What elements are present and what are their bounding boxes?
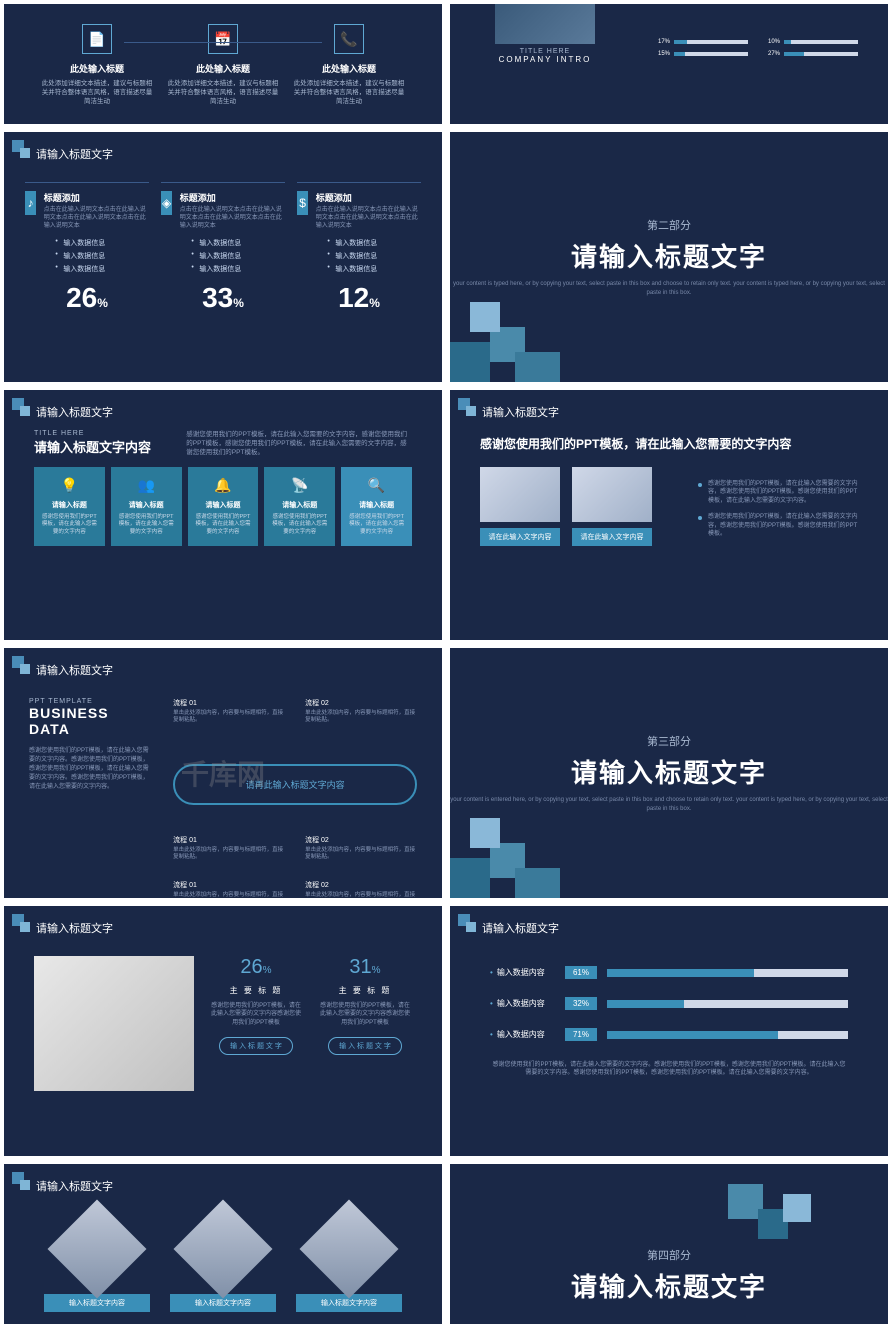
s5-title: 感谢您使用我们的PPT模板，请在此输入您需要的文字内容 (480, 435, 858, 452)
stat-icon: ◈ (161, 191, 171, 215)
feature-icon: 📡 (270, 477, 329, 494)
mini-bar: 15% (658, 51, 748, 57)
slide-diamonds: 请输入标题文字 输入标题文字内容 输入标题文字内容 输入标题文字内容 (4, 1164, 442, 1324)
feature-icon: 🔔 (194, 477, 253, 494)
section-sub: 第三部分 (647, 733, 691, 749)
bullet-item: 感谢您使用我们的PPT模板，请在此输入您需要的文字内容，感谢您使用我们的PPT模… (698, 513, 858, 538)
s5-image-1 (480, 467, 560, 522)
s4-desc: 感谢您使用我们的PPT模板，请在此输入您需要的文字内容，感谢您使用我们的PPT模… (186, 430, 412, 457)
s8-btn-0[interactable]: 输 入 标 题 文 字 (219, 1037, 293, 1055)
caption-main: COMPANY INTRO (490, 55, 600, 64)
slide-boxes: 请输入标题文字 TITLE HERE 请输入标题文字内容 感谢您使用我们的PPT… (4, 390, 442, 640)
slide-company-intro: TITLE HERE COMPANY INTRO 17% 10% 15% 27% (450, 4, 888, 124)
bullet-item: 感谢您使用我们的PPT模板，请在此输入您需要的文字内容，感谢您使用我们的PPT模… (698, 480, 858, 505)
slide-title: 请输入标题文字 (36, 146, 113, 162)
slide-section-2: 第二部分 请输入标题文字 your content is typed here,… (450, 132, 888, 382)
stat-col: ◈标题添加点击在此输入说明文本点击在此输入说明文本点击在此输入说明文本点击在此输… (161, 182, 284, 314)
feature-box: 🔍请输入标题感谢您使用我们的PPT模板，请在此输入您需要的文字内容 (341, 467, 412, 545)
stat-col: $标题添加点击在此输入说明文本点击在此输入说明文本点击在此输入说明文本点击在此输… (297, 182, 420, 314)
slide-images-bullets: 请输入标题文字 感谢您使用我们的PPT模板，请在此输入您需要的文字内容 请在此输… (450, 390, 888, 640)
stat-col: ♪标题添加点击在此输入说明文本点击在此输入说明文本点击在此输入说明文本点击在此输… (25, 182, 148, 314)
s4-title: 请输入标题文字内容 (34, 437, 166, 456)
progress-footer: 感谢您使用我们的PPT模板，请在此输入您需要的文字内容。感谢您使用我们的PPT模… (490, 1061, 848, 1078)
diamond-item-0: 输入标题文字内容 (44, 1214, 150, 1312)
section-main: 请输入标题文字 (571, 237, 767, 274)
slide-progress: 请输入标题文字 输入数据内容61% 输入数据内容32% 输入数据内容71% 感谢您使用… (450, 906, 888, 1156)
stat-icon: ♪ (25, 191, 35, 215)
slide-title: 请输入标题文字 (482, 920, 559, 936)
diamond-image-0 (47, 1200, 146, 1299)
s6-sub: PPT TEMPLATE (29, 698, 153, 705)
slide-stats: 请输入标题文字 ♪标题添加点击在此输入说明文本点击在此输入说明文本点击在此输入说… (4, 132, 442, 382)
progress-row: 输入数据内容61% (490, 966, 848, 979)
slide-section-3: 第三部分 请输入标题文字 your content is entered her… (450, 648, 888, 898)
feature-icon: 👥 (117, 477, 176, 494)
s8-btn-1[interactable]: 输 入 标 题 文 字 (328, 1037, 402, 1055)
stat-icon: $ (297, 191, 307, 215)
section-sub: 第二部分 (647, 217, 691, 233)
s4-sub: TITLE HERE (34, 430, 166, 437)
progress-row: 输入数据内容32% (490, 997, 848, 1010)
feature-icon: 💡 (40, 477, 99, 494)
feature-box: 🔔请输入标题感谢您使用我们的PPT模板，请在此输入您需要的文字内容 (188, 467, 259, 545)
s5-image-2 (572, 467, 652, 522)
flow-item: 流程 01单击此处添加内容，内容要与标题相符，直接复制粘贴。 (173, 698, 285, 734)
slide-image-stats: 请输入标题文字 26%主 要 标 题感谢您使用我们的PPT模板，请在此输入您需要… (4, 906, 442, 1156)
flow-item: 流程 02单击此处添加内容，内容要与标题相符，直接复制粘贴。 (305, 880, 417, 898)
flow-item: 流程 01单击此处添加内容，内容要与标题相符，直接复制粘贴。 (173, 880, 285, 898)
s6-desc: 感谢您使用我们的PPT模板，请在此输入您需要的文字内容。感谢您使用我们的PPT模… (29, 747, 153, 792)
feature-box: 📡请输入标题感谢您使用我们的PPT模板，请在此输入您需要的文字内容 (264, 467, 335, 545)
feature-icon: 🔍 (347, 477, 406, 494)
s6-title: BUSINESS DATA (29, 705, 153, 737)
slide-icons: 📄此处输入标题此处添加详细文本描述，建议与标题相关并符合整体语言风格，语言描述尽… (4, 4, 442, 124)
phone-icon: 📞 (334, 24, 364, 54)
s5-btn-1[interactable]: 请在此输入文字内容 (480, 528, 560, 546)
s1-icon-0: 📄此处输入标题此处添加详细文本描述，建议与标题相关并符合整体语言风格，语言描述尽… (40, 24, 153, 106)
s1-icon-2: 📞此处输入标题此处添加详细文本描述，建议与标题相关并符合整体语言风格，语言描述尽… (292, 24, 405, 106)
s6-pill: 请再此输入标题文字内容 (173, 764, 417, 805)
mini-bar: 17% (658, 39, 748, 45)
diamond-item-2: 输入标题文字内容 (296, 1214, 402, 1312)
progress-row: 输入数据内容71% (490, 1028, 848, 1041)
feature-box: 💡请输入标题感谢您使用我们的PPT模板，请在此输入您需要的文字内容 (34, 467, 105, 545)
diamond-item-1: 输入标题文字内容 (170, 1214, 276, 1312)
diamond-image-2 (299, 1200, 398, 1299)
mini-bar: 27% (768, 51, 858, 57)
doc-icon: 📄 (82, 24, 112, 54)
s8-image (34, 956, 194, 1091)
slide-title: 请输入标题文字 (36, 1178, 113, 1194)
feature-box: 👥请输入标题感谢您使用我们的PPT模板，请在此输入您需要的文字内容 (111, 467, 182, 545)
diamond-image-1 (173, 1200, 272, 1299)
slide-section-4: 第四部分 请输入标题文字 (450, 1164, 888, 1324)
slide-title: 请输入标题文字 (36, 662, 113, 678)
slide-title: 请输入标题文字 (36, 404, 113, 420)
flow-item: 流程 02单击此处添加内容，内容要与标题相符，直接复制粘贴。 (305, 698, 417, 734)
mini-bar: 10% (768, 39, 858, 45)
flow-item: 流程 01单击此处添加内容，内容要与标题相符，直接复制粘贴。 (173, 835, 285, 871)
s8-col-0: 26%主 要 标 题感谢您使用我们的PPT模板，请在此输入您需要的文字内容感谢您… (209, 956, 303, 1091)
slide-title: 请输入标题文字 (36, 920, 113, 936)
flow-item: 流程 02单击此处添加内容，内容要与标题相符，直接复制粘贴。 (305, 835, 417, 871)
calendar-icon: 📅 (208, 24, 238, 54)
section-sub: 第四部分 (647, 1247, 691, 1263)
section-main: 请输入标题文字 (571, 753, 767, 790)
s8-col-1: 31%主 要 标 题感谢您使用我们的PPT模板，请在此输入您需要的文字内容感谢您… (318, 956, 412, 1091)
slide-title: 请输入标题文字 (482, 404, 559, 420)
slide-business-data: 请输入标题文字 PPT TEMPLATE BUSINESS DATA 感谢您使用… (4, 648, 442, 898)
s5-btn-2[interactable]: 请在此输入文字内容 (572, 528, 652, 546)
building-image (495, 4, 595, 44)
s1-icon-1: 📅此处输入标题此处添加详细文本描述，建议与标题相关并符合整体语言风格，语言描述尽… (166, 24, 279, 106)
caption-sub: TITLE HERE (490, 48, 600, 55)
